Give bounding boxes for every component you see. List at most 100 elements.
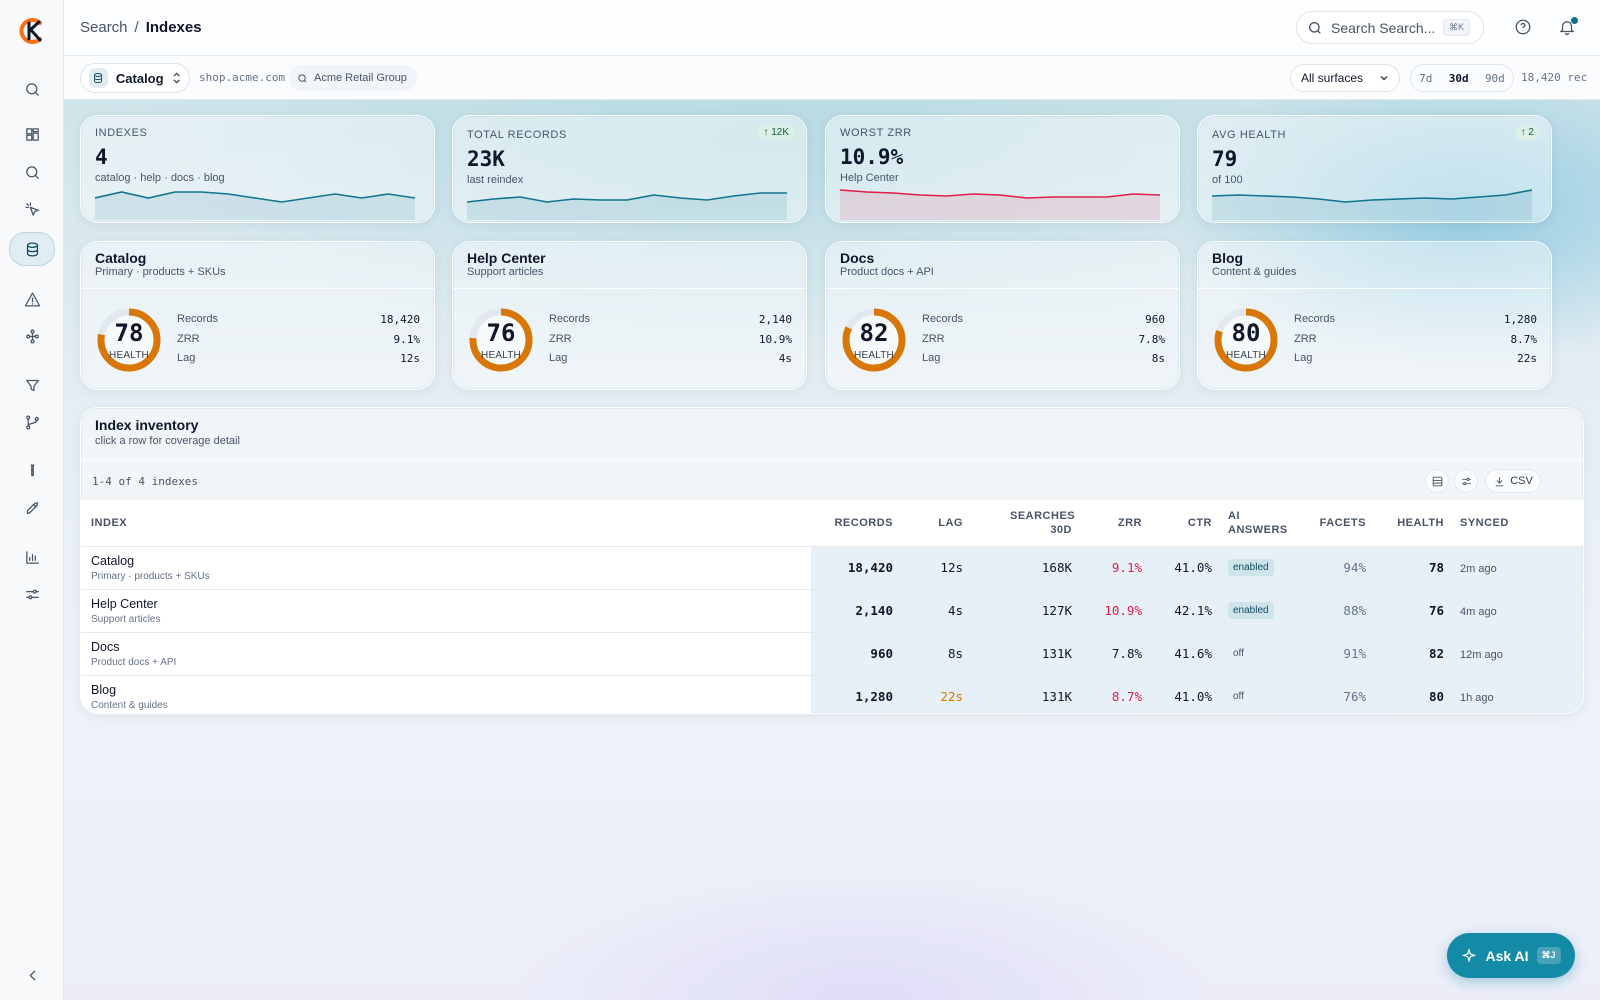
- nav-dashboard-icon[interactable]: [9, 118, 55, 150]
- breadcrumb-parent[interactable]: Search: [80, 19, 128, 36]
- col-ctr[interactable]: CTR: [1150, 500, 1220, 547]
- cell-health: 78: [1374, 546, 1452, 590]
- index-card-title: Docs: [840, 250, 875, 266]
- ask-ai-button[interactable]: Ask AI ⌘J: [1447, 933, 1575, 978]
- col-searches[interactable]: SEARCHES 30D: [971, 500, 1080, 547]
- breadcrumb-separator: /: [134, 19, 139, 36]
- notifications-bell-icon[interactable]: [1558, 17, 1578, 38]
- kpi-label: WORST ZRR: [840, 127, 912, 139]
- index-card-docs[interactable]: Docs Product docs + API 82 HEALTH Record…: [825, 241, 1180, 390]
- health-score: 80: [1231, 319, 1261, 347]
- index-card-blog[interactable]: Blog Content & guides 80 HEALTH Records 1…: [1197, 241, 1552, 390]
- table-row[interactable]: Blog Content & guides 1,280 22s 131K 8.7%…: [81, 675, 1583, 713]
- health-ring: [469, 308, 533, 372]
- cell-ctr: 41.0%: [1150, 546, 1220, 590]
- col-health[interactable]: HEALTH: [1374, 500, 1452, 547]
- nav-indexes-icon[interactable]: [9, 232, 55, 266]
- nav-click-icon[interactable]: [9, 193, 55, 225]
- search-input[interactable]: [1331, 19, 1435, 36]
- health-score: 82: [859, 319, 889, 347]
- nav-test-icon[interactable]: [9, 455, 55, 487]
- kpi-card-avg-health: AVG HEALTH ↑ 2 79 of 100: [1197, 115, 1552, 223]
- index-selector[interactable]: Catalog: [80, 63, 190, 93]
- nav-filter-icon[interactable]: [9, 369, 55, 401]
- ai-status-badge: enabled: [1228, 559, 1274, 576]
- col-lag[interactable]: LAG: [901, 500, 971, 547]
- kpi-sparkline: [840, 189, 1160, 220]
- cell-health: 82: [1374, 632, 1452, 676]
- col-zrr[interactable]: ZRR: [1080, 500, 1150, 547]
- nav-analytics-icon[interactable]: [9, 541, 55, 573]
- sparkle-icon: [1462, 947, 1477, 963]
- col-facets[interactable]: FACETS: [1310, 500, 1374, 547]
- kpi-card-indexes: INDEXES 4 catalog · help · docs · blog: [80, 115, 435, 223]
- stat-label: Lag: [922, 352, 941, 364]
- table-row[interactable]: Docs Product docs + API 960 8s 131K 7.8% …: [81, 632, 1583, 676]
- csv-export-button[interactable]: CSV: [1485, 469, 1541, 493]
- columns-settings-icon[interactable]: [1454, 469, 1478, 493]
- stat-records: 960: [1145, 313, 1165, 326]
- org-chip[interactable]: Acme Retail Group: [289, 65, 417, 91]
- help-icon[interactable]: [1514, 18, 1534, 38]
- brand-logo[interactable]: [18, 17, 46, 45]
- stat-lag: 22s: [1517, 352, 1537, 365]
- cell-synced: 4m ago: [1460, 605, 1497, 618]
- cell-ctr: 41.0%: [1150, 675, 1220, 713]
- row-index-desc: Product docs + API: [91, 656, 177, 668]
- index-card-catalog[interactable]: Catalog Primary · products + SKUs 78 HEA…: [80, 241, 435, 390]
- nav-query-icon[interactable]: [9, 156, 55, 188]
- stat-label: ZRR: [1294, 332, 1317, 345]
- cell-searches: 127K: [971, 589, 1080, 633]
- cell-zrr: 7.8%: [1080, 632, 1150, 676]
- nav-search-icon[interactable]: [9, 73, 55, 105]
- col-index[interactable]: INDEX: [81, 500, 811, 547]
- global-search[interactable]: ⌘K: [1296, 11, 1484, 44]
- kpi-label: INDEXES: [95, 127, 148, 139]
- cell-searches: 131K: [971, 675, 1080, 713]
- breadcrumb-current: Indexes: [145, 19, 202, 36]
- org-label: Acme Retail Group: [314, 72, 407, 84]
- filter-bar: Catalog shop.acme.com Acme Retail Group …: [64, 56, 1600, 100]
- density-toggle-icon[interactable]: [1425, 469, 1449, 493]
- cell-synced: 1h ago: [1460, 691, 1494, 704]
- kpi-value: 4: [95, 145, 108, 169]
- range-30d[interactable]: 30d: [1448, 71, 1469, 85]
- row-index-desc: Support articles: [91, 613, 161, 625]
- kpi-delta-badge: ↑ 2: [1515, 125, 1539, 140]
- health-label: HEALTH: [1226, 350, 1266, 361]
- col-records[interactable]: RECORDS: [811, 500, 901, 547]
- col-ai-answers[interactable]: AI ANSWERS: [1220, 500, 1310, 547]
- row-index-name: Docs: [91, 639, 120, 654]
- nav-deploy-icon[interactable]: [9, 492, 55, 524]
- range-7d[interactable]: 7d: [1419, 71, 1433, 85]
- breadcrumb: Search / Indexes: [80, 19, 202, 36]
- health-ring-progress: [97, 308, 161, 372]
- range-90d[interactable]: 90d: [1484, 71, 1505, 85]
- stat-label: Lag: [549, 352, 568, 364]
- index-selector-label: Catalog: [115, 70, 164, 86]
- sparkline-line: [840, 189, 1160, 199]
- health-ring-progress: [1214, 308, 1278, 372]
- nav-alerts-icon[interactable]: [9, 283, 55, 315]
- topbar: Search / Indexes ⌘K: [64, 0, 1600, 56]
- health-ring: [97, 308, 161, 372]
- index-card-help-center[interactable]: Help Center Support articles 76 HEALTH R…: [452, 241, 807, 390]
- ask-ai-shortcut: ⌘J: [1536, 947, 1561, 964]
- table-row[interactable]: Help Center Support articles 2,140 4s 127…: [81, 589, 1583, 633]
- surface-select[interactable]: All surfaces: [1290, 64, 1400, 92]
- inventory-table: INDEX RECORDS LAG SEARCHES 30D ZRR CTR A…: [81, 500, 1583, 713]
- collapse-sidebar-icon[interactable]: [9, 959, 55, 991]
- nav-graph-icon[interactable]: [9, 320, 55, 352]
- database-icon: [89, 68, 108, 88]
- index-inventory-panel: Index inventory click a row for coverage…: [80, 407, 1584, 714]
- kpi-card-total-records: TOTAL RECORDS ↑ 12K 23K last reindex: [452, 115, 807, 223]
- kpi-sparkline: [467, 192, 787, 220]
- kpi-delta-badge: ↑ 12K: [758, 125, 794, 140]
- health-score: 76: [486, 319, 516, 347]
- cell-zrr: 8.7%: [1080, 675, 1150, 713]
- kpi-sub: last reindex: [467, 174, 524, 186]
- col-synced[interactable]: SYNCED: [1452, 500, 1583, 547]
- nav-branch-icon[interactable]: [9, 406, 55, 438]
- nav-settings-icon[interactable]: [9, 578, 55, 610]
- table-row[interactable]: Catalog Primary · products + SKUs 18,420 …: [81, 546, 1583, 590]
